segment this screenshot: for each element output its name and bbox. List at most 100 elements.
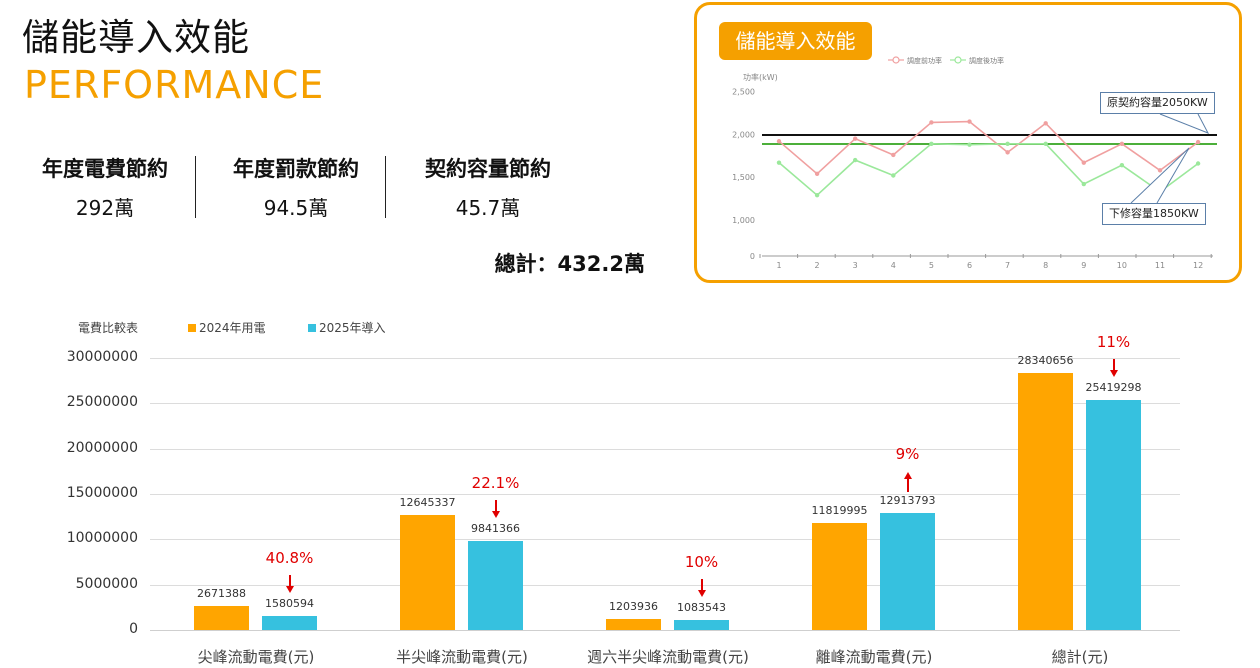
arrow-head: [285, 585, 294, 593]
bar-2025: [674, 620, 729, 630]
svg-text:2,000: 2,000: [732, 130, 755, 139]
svg-text:0: 0: [750, 252, 755, 261]
bar-2025: [1086, 399, 1141, 630]
category-label: 尖峰流動電費(元): [197, 648, 315, 666]
category-label: 半尖峰流動電費(元): [396, 648, 528, 666]
arrow-up-icon: [903, 471, 912, 479]
value-label-2024: 1203936: [609, 600, 658, 614]
y-tick-label: 30000000: [66, 349, 138, 365]
value-label-2024: 28340656: [1017, 354, 1074, 368]
category-label: 離峰流動電費(元): [815, 648, 933, 666]
line-chart-ylabel: 功率(kW): [743, 72, 778, 82]
stat-electricity-savings: 年度電費節約 292萬: [15, 152, 195, 230]
category-label: 總計(元): [1051, 648, 1109, 666]
svg-text:10: 10: [1117, 261, 1127, 270]
svg-text:2: 2: [815, 261, 820, 270]
stat-capacity-savings: 契約容量節約 45.7萬: [398, 152, 578, 230]
svg-text:12: 12: [1193, 261, 1203, 270]
bar-chart-title: 電費比較表: [78, 321, 139, 335]
svg-text:5: 5: [929, 261, 934, 270]
callout-revised-capacity: 下修容量1850KW: [1102, 203, 1206, 225]
svg-text:9: 9: [1081, 261, 1086, 270]
bar-2024: [812, 522, 867, 630]
stat-value: 45.7萬: [455, 196, 521, 220]
svg-text:1,000: 1,000: [732, 216, 755, 225]
y-tick-label: 15000000: [66, 485, 138, 501]
arrow-down-icon: [1113, 358, 1115, 371]
value-label-2025: 1580594: [265, 596, 314, 610]
arrow-head: [697, 590, 706, 598]
percent-change: 10%: [684, 553, 719, 572]
divider: [195, 156, 196, 218]
arrow-shaft: [907, 477, 909, 492]
legend-label: 調度前功率: [907, 56, 942, 65]
value-label-2024: 11819995: [811, 503, 868, 517]
value-label-2025: 9841366: [471, 521, 520, 535]
legend-2024: 2024年用電: [188, 319, 266, 336]
gridline: [150, 494, 1180, 495]
svg-text:11: 11: [1155, 261, 1165, 270]
stat-value: 94.5萬: [263, 196, 329, 220]
page-subtitle: PERFORMANCE: [24, 63, 325, 107]
line-chart: 調度前功率 調度後功率 功率(kW) 2,5002,0001,5001,0000 …: [732, 56, 1217, 270]
svg-text:4: 4: [891, 261, 896, 270]
legend-swatch: [188, 324, 196, 332]
y-tick-label: 20000000: [66, 439, 138, 456]
stat-label: 契約容量節約: [425, 157, 551, 181]
gridline: [150, 403, 1180, 405]
arrow-head: [1109, 369, 1118, 377]
line-chart-yticks: 2,500 2,000 1,500 1,000 0: [732, 88, 755, 261]
legend-swatch: [308, 324, 316, 332]
page-title: 儲能導入效能: [22, 16, 250, 59]
legend-2025: 2025年導入: [308, 319, 386, 336]
y-tick-label: 25000000: [66, 394, 138, 411]
svg-text:1,500: 1,500: [732, 173, 755, 182]
gridline: [150, 584, 1180, 586]
series-after-line: [778, 142, 1199, 197]
gridline: [150, 448, 1180, 450]
svg-text:7: 7: [1005, 261, 1010, 270]
legend-label: 2025年導入: [319, 321, 386, 335]
svg-text:6: 6: [967, 261, 972, 270]
bar-2024: [194, 605, 249, 630]
stat-label: 年度罰款節約: [233, 157, 359, 181]
line-chart-xaxis: 1 2 3 4 5 6 7 8 9 10 11 12: [759, 254, 1213, 270]
bar-2024: [606, 619, 661, 630]
line-chart-legend: 調度前功率 調度後功率: [888, 56, 1004, 65]
legend-label: 2024年用電: [199, 321, 266, 335]
bar-2025: [880, 512, 935, 630]
value-label-2025: 12913793: [879, 493, 936, 507]
line-chart-badge: 儲能導入效能: [719, 22, 872, 60]
gridline: [150, 539, 1180, 541]
series-before-line: [778, 120, 1199, 175]
percent-change: 22.1%: [471, 473, 520, 492]
stat-penalty-savings: 年度罰款節約 94.5萬: [206, 152, 386, 230]
bar-2024: [400, 515, 455, 630]
svg-text:8: 8: [1043, 261, 1048, 270]
percent-change: 11%: [1096, 332, 1131, 351]
arrow-down-icon: [701, 579, 703, 592]
callout-original-contract: 原契約容量2050KW: [1100, 92, 1215, 114]
gridline: [150, 630, 1180, 631]
category-label: 週六半尖峰流動電費(元): [587, 648, 749, 666]
arrow-down-icon: [495, 499, 497, 512]
value-label-2024: 2671388: [197, 586, 246, 600]
total-savings: 總計：432.2萬: [494, 252, 645, 276]
percent-change: 40.8%: [265, 548, 314, 567]
gridline: [150, 358, 1180, 359]
arrow-head: [491, 510, 500, 518]
line-chart-series: [762, 119, 1217, 198]
value-label-2024: 12645337: [399, 496, 456, 510]
svg-text:2,500: 2,500: [732, 88, 755, 97]
callout-pointers: [1130, 113, 1210, 204]
divider: [385, 156, 386, 218]
svg-text:1: 1: [776, 261, 781, 270]
value-label-2025: 25419298: [1085, 380, 1142, 394]
stat-value: 292萬: [75, 196, 135, 220]
svg-text:3: 3: [853, 261, 858, 270]
y-tick-label: 5000000: [75, 575, 138, 592]
bar-2024: [1018, 373, 1073, 630]
y-tick-label: 0: [129, 621, 138, 637]
legend-label: 調度後功率: [969, 56, 1004, 65]
bar-2025: [262, 615, 317, 630]
